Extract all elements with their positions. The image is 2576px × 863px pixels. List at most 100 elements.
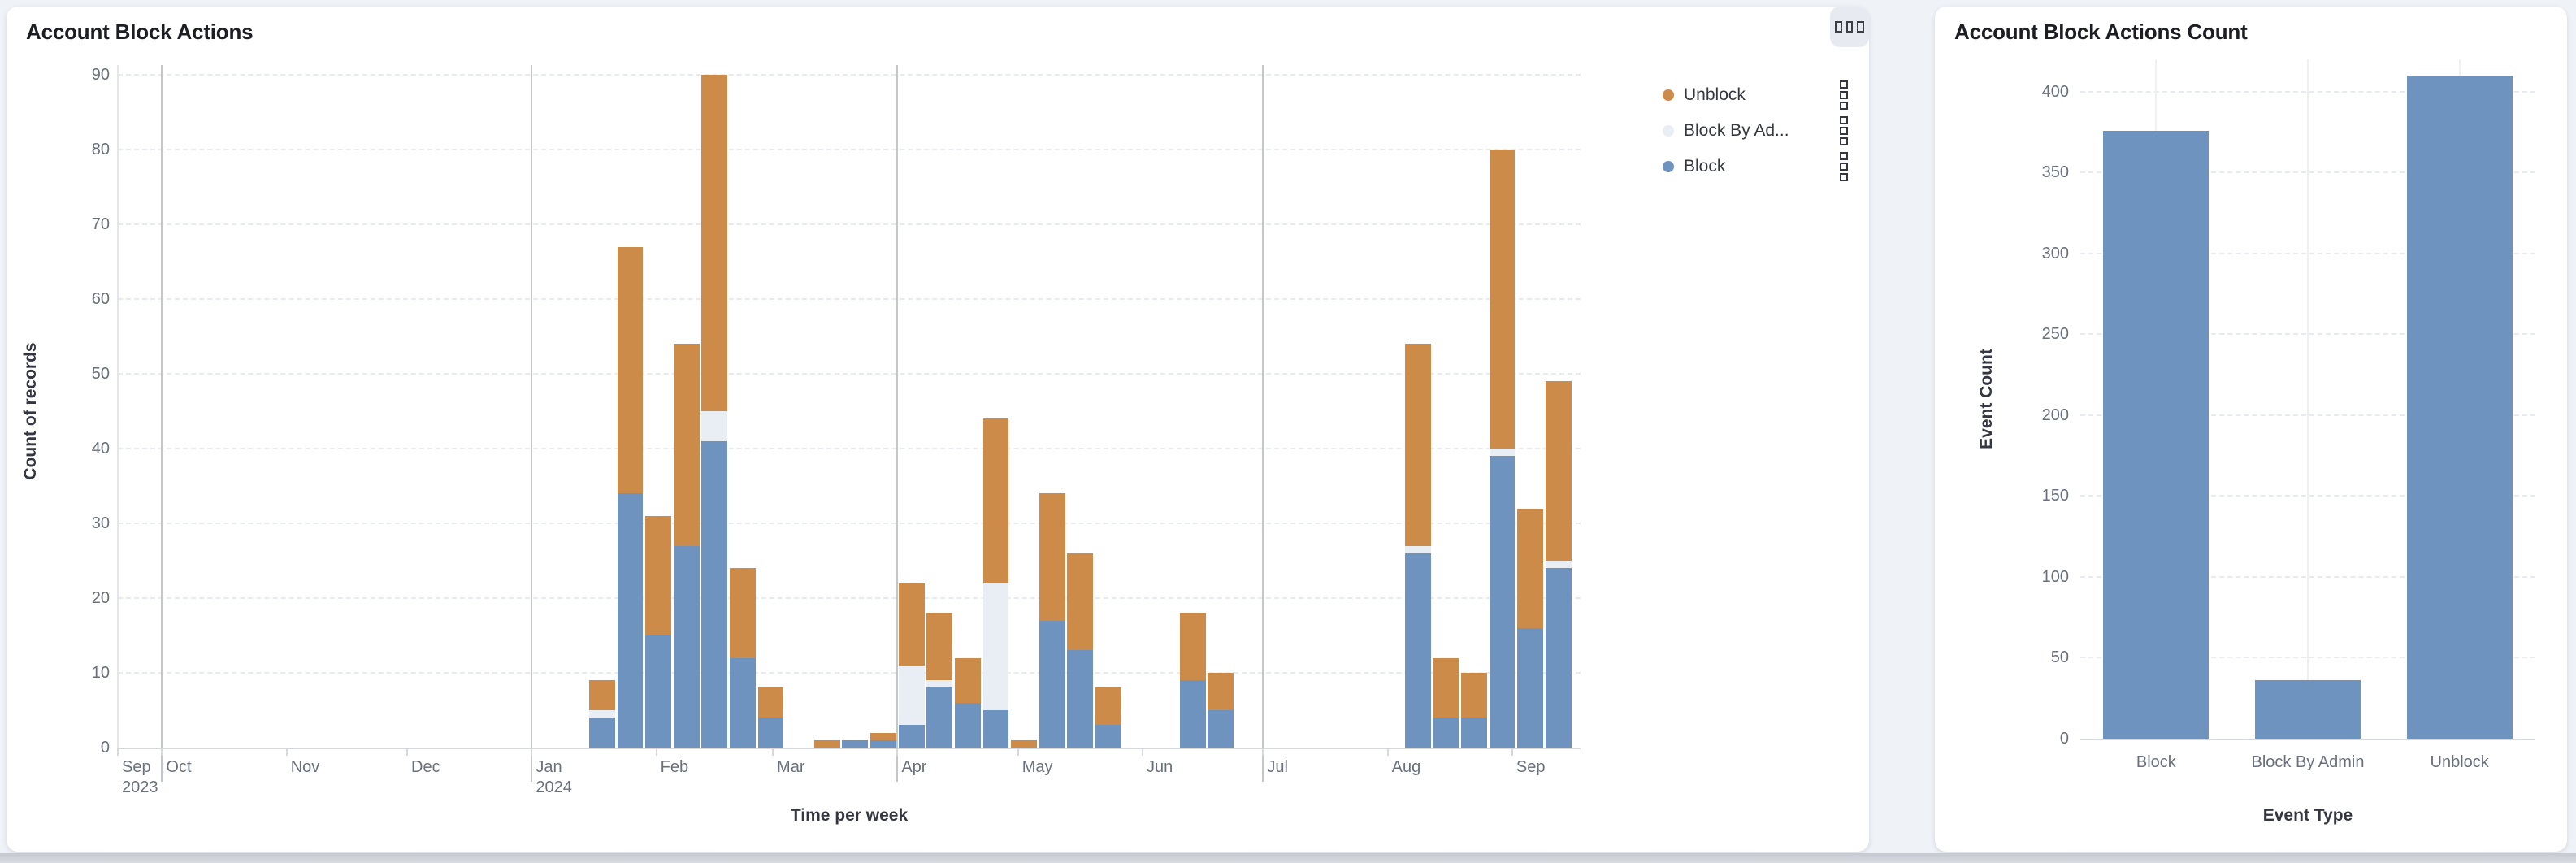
x-axis-month-label: Jan 2024 [536,758,572,796]
bar-segment-block[interactable] [954,702,981,748]
bar-segment-unblock[interactable] [588,680,615,711]
bar-segment-unblock[interactable] [954,657,981,703]
bar-segment-block[interactable] [898,725,925,748]
stacked-bar-week-2024-05-06[interactable] [1039,493,1065,748]
bar-segment-unblock[interactable] [1404,344,1431,546]
stacked-bar-week-2024-03-25[interactable] [870,732,896,748]
bar-segment-block[interactable] [1461,718,1487,748]
legend-item-label: Unblock [1684,85,1746,104]
bar-segment-unblock[interactable] [926,613,953,681]
stacked-bar-week-2024-04-15[interactable] [954,657,981,748]
stacked-bar-week-2024-08-26[interactable] [1489,150,1516,748]
stacked-bar-week-2024-01-22[interactable] [617,246,644,748]
bar-segment-block[interactable] [1067,650,1094,748]
stacked-bar-week-2024-03-18[interactable] [842,739,869,748]
bar-segment-unblock[interactable] [730,568,756,658]
bar-segment-block[interactable] [617,493,644,748]
bar-segment-unblock[interactable] [617,246,644,494]
bar-segment-block[interactable] [842,739,869,748]
bar-segment-block[interactable] [1545,568,1572,748]
stacked-bar-week-2024-01-15[interactable] [588,680,615,748]
bar-segment-block_by_admin[interactable] [1489,449,1516,457]
bar-segment-unblock[interactable] [1095,687,1121,726]
legend-item-actions-icon[interactable] [1840,115,1848,145]
stacked-bar-week-2024-06-10[interactable] [1179,613,1206,748]
bar-segment-block[interactable] [982,710,1009,748]
stacked-bar-week-2024-02-05[interactable] [673,344,700,748]
bar-segment-unblock[interactable] [1433,657,1459,718]
bar-segment-block_by_admin[interactable] [1404,545,1431,553]
bar-segment-unblock[interactable] [1208,673,1234,710]
legend-item-block_by_admin[interactable]: Block By Ad... [1656,115,1866,145]
bar-segment-block[interactable] [757,718,784,748]
stacked-bar-week-2024-04-01[interactable] [898,583,925,748]
stacked-bar-week-2024-01-29[interactable] [645,515,672,748]
bar-segment-unblock[interactable] [1011,739,1038,748]
legend-item-block[interactable]: Block [1656,151,1866,181]
bar-segment-unblock[interactable] [645,515,672,635]
panel-options-button[interactable] [1830,7,1869,47]
legend-item-unblock[interactable]: Unblock [1656,80,1866,110]
x-axis-tick [1386,748,1389,756]
bar-segment-block[interactable] [1095,725,1121,748]
bar-segment-block[interactable] [1489,456,1516,748]
bar-segment-unblock[interactable] [1545,381,1572,562]
bar-segment-block[interactable] [1179,680,1206,748]
bar-segment-unblock[interactable] [701,75,728,412]
bar-segment-unblock[interactable] [757,687,784,718]
bar-segment-block[interactable] [673,545,700,748]
stacked-bar-week-2024-04-08[interactable] [926,613,953,748]
bar-segment-block_by_admin[interactable] [588,710,615,718]
bar-segment-block[interactable] [730,657,756,748]
bar-segment-unblock[interactable] [982,418,1009,583]
stacked-bar-week-2024-09-09[interactable] [1545,381,1572,748]
stacked-bar-week-2024-05-13[interactable] [1067,553,1094,748]
bar-segment-block_by_admin[interactable] [898,665,925,726]
bar-segment-block[interactable] [1404,553,1431,748]
stacked-bar-week-2024-04-29[interactable] [1011,739,1038,748]
stacked-bar-week-2024-09-02[interactable] [1517,508,1544,748]
stacked-bar-week-2024-03-11[interactable] [813,739,840,748]
bar-segment-block[interactable] [1517,627,1544,748]
bar-segment-unblock[interactable] [1039,493,1065,621]
stacked-bar-week-2024-02-26[interactable] [757,687,784,748]
legend-item-actions-icon[interactable] [1840,80,1848,110]
stacked-bar-week-2024-04-22[interactable] [982,418,1009,748]
bar-unblock[interactable] [2406,75,2513,739]
stacked-bar-week-2024-05-20[interactable] [1095,687,1121,748]
stacked-bar-week-2024-08-12[interactable] [1433,657,1459,748]
bar-segment-block_by_admin[interactable] [701,411,728,441]
bar-segment-unblock[interactable] [813,739,840,748]
next-row-divider [0,853,2576,863]
bar-segment-block_by_admin[interactable] [926,680,953,688]
stacked-bar-week-2024-08-19[interactable] [1461,673,1487,748]
bar-segment-block[interactable] [701,440,728,748]
bar-segment-block[interactable] [926,687,953,748]
bar-block-by-admin[interactable] [2255,680,2361,739]
bar-segment-unblock[interactable] [1179,613,1206,681]
bar-segment-block[interactable] [870,739,896,748]
category-gridline [2307,59,2309,739]
bar-segment-block[interactable] [1433,718,1459,748]
bar-segment-block_by_admin[interactable] [1545,561,1572,569]
bar-segment-unblock[interactable] [1517,508,1544,628]
bar-segment-unblock[interactable] [870,732,896,740]
bar-segment-block[interactable] [645,635,672,748]
y-axis-title: Count of records [21,342,40,480]
bar-segment-block_by_admin[interactable] [982,583,1009,710]
bar-segment-block[interactable] [1208,710,1234,748]
bar-segment-unblock[interactable] [1461,673,1487,718]
bar-segment-unblock[interactable] [1067,553,1094,651]
stacked-bar-week-2024-06-17[interactable] [1208,673,1234,748]
bar-segment-unblock[interactable] [673,344,700,546]
stacked-bar-week-2024-02-12[interactable] [701,75,728,748]
x-axis-tick [1262,748,1264,756]
legend-item-actions-icon[interactable] [1840,151,1848,181]
bar-segment-block[interactable] [588,718,615,748]
bar-segment-unblock[interactable] [1489,150,1516,449]
bar-segment-unblock[interactable] [898,583,925,666]
stacked-bar-week-2024-02-19[interactable] [730,568,756,748]
bar-segment-block[interactable] [1039,620,1065,748]
bar-block[interactable] [2103,130,2210,739]
stacked-bar-week-2024-08-05[interactable] [1404,344,1431,748]
